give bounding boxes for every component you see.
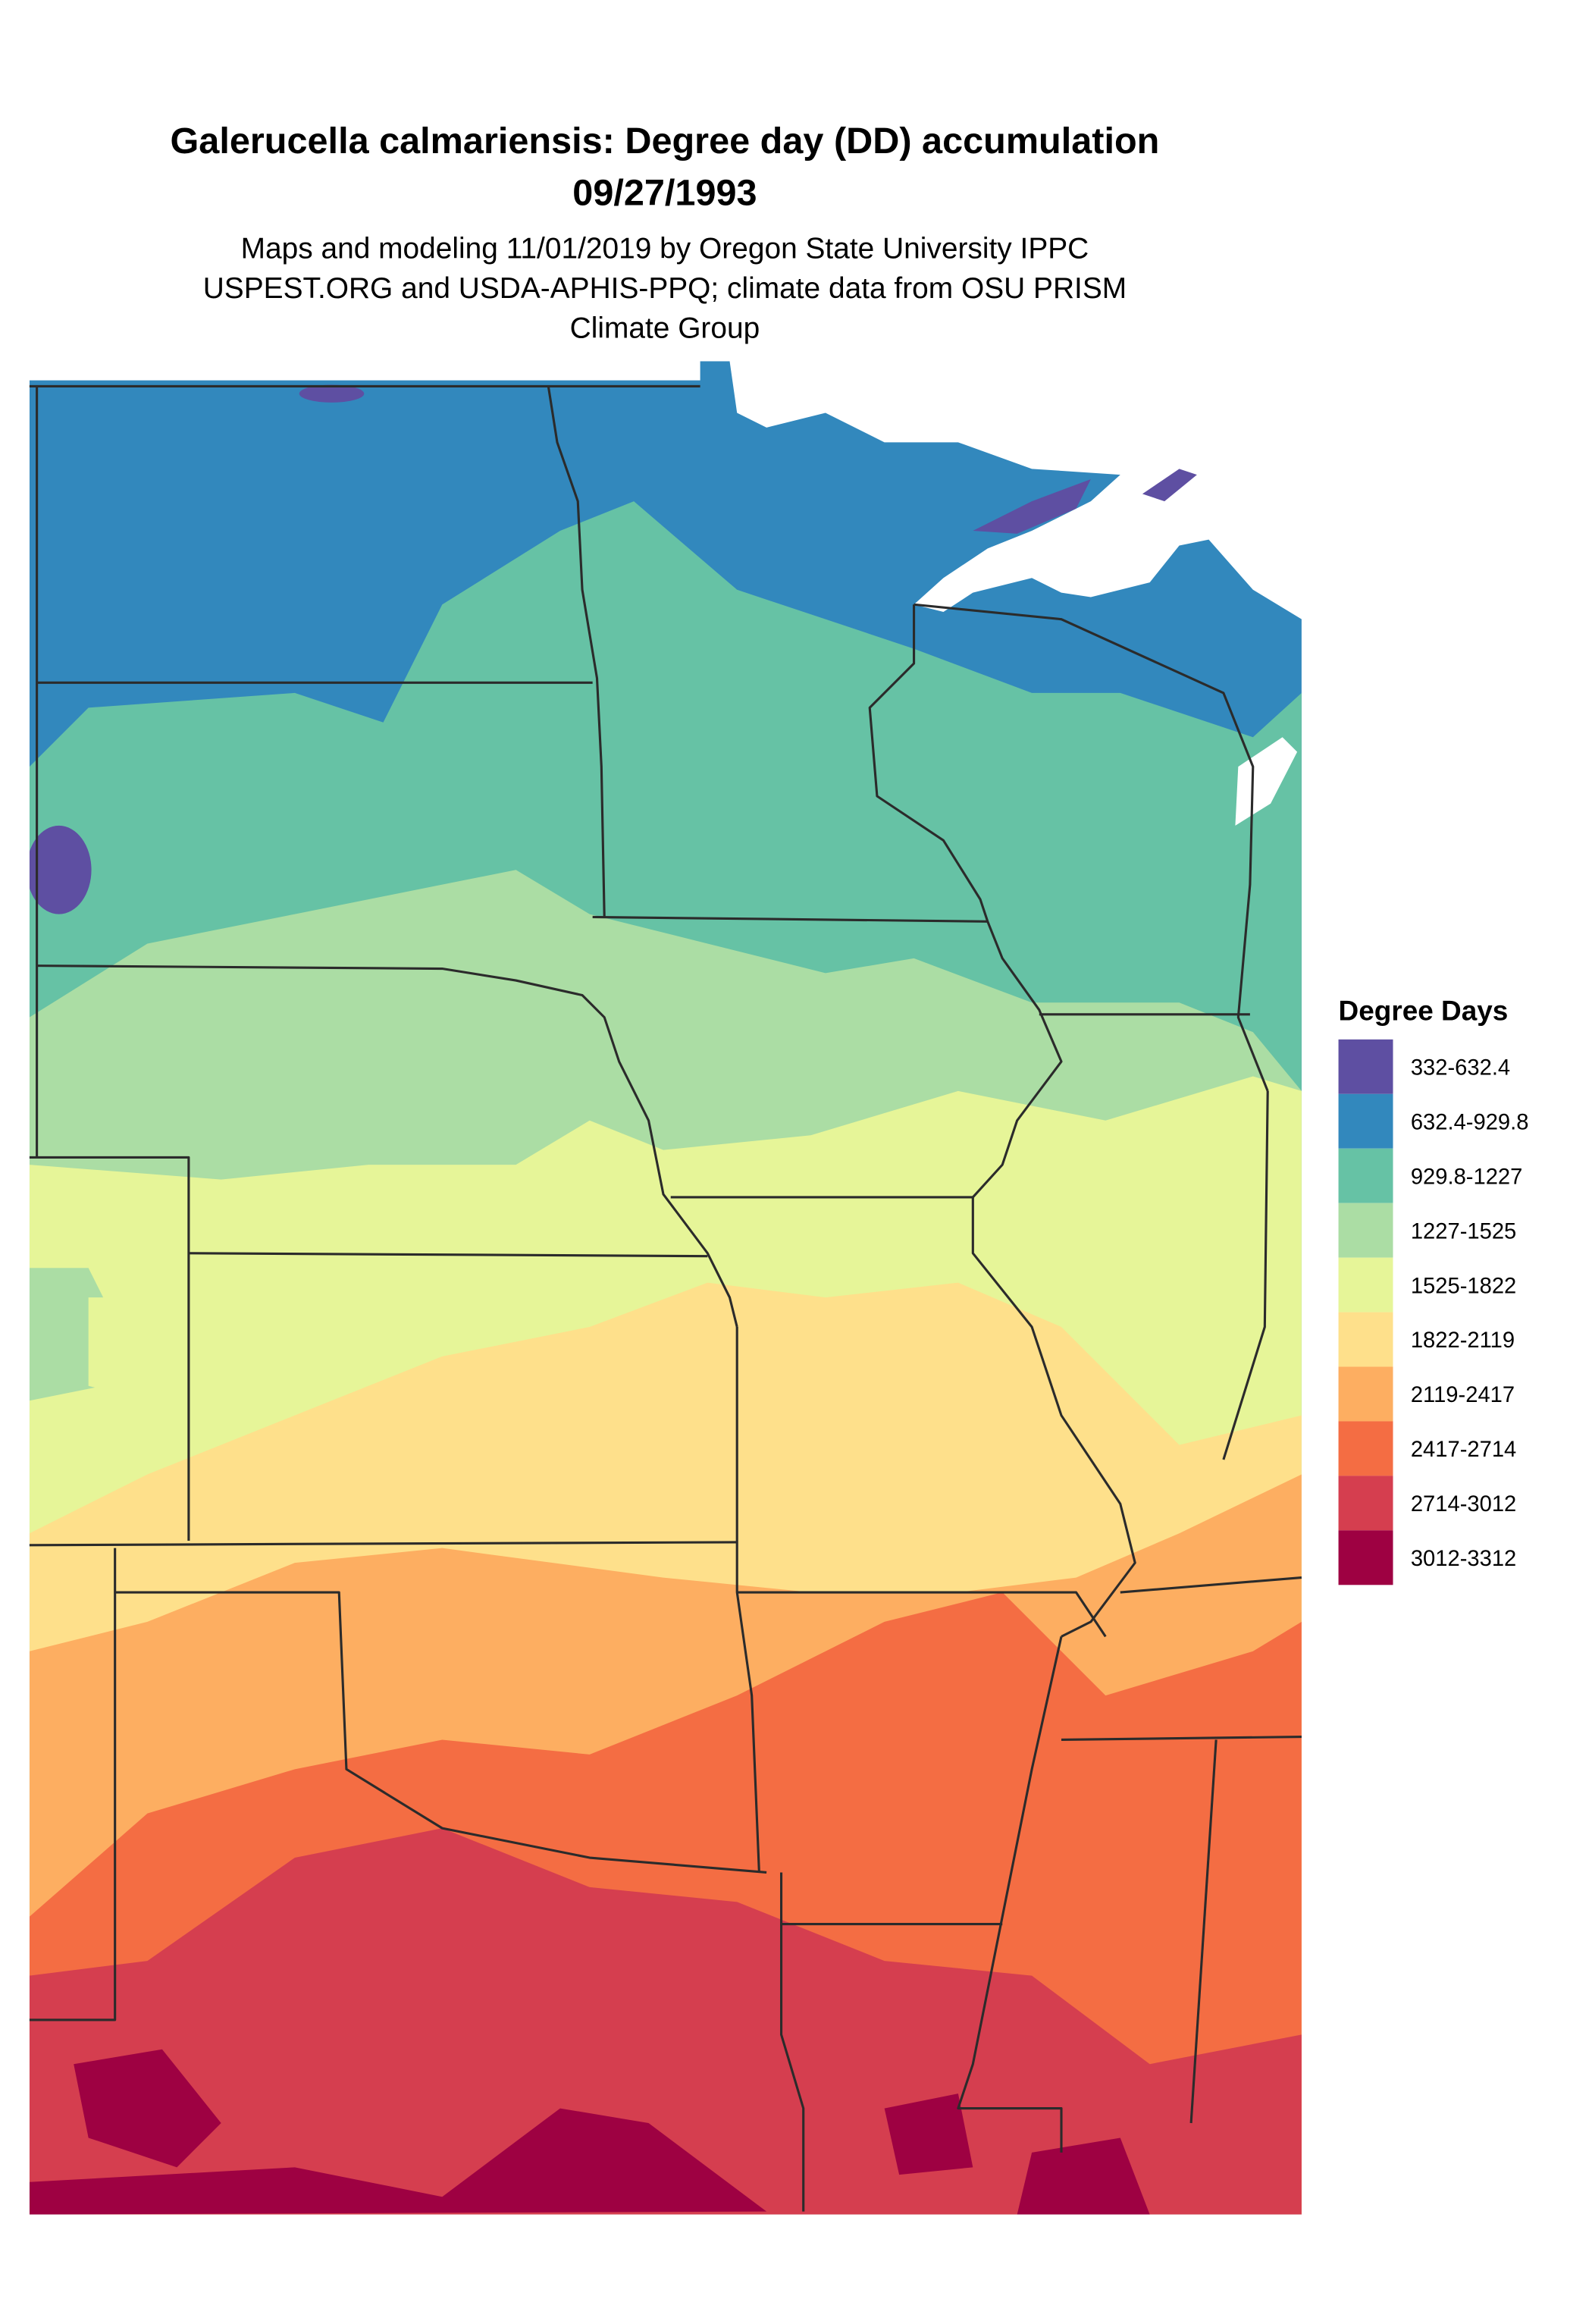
state-border bbox=[29, 1548, 117, 2021]
state-border bbox=[914, 603, 1269, 1092]
legend-swatch bbox=[1338, 1203, 1393, 1258]
dd-zone bbox=[29, 1828, 1302, 2215]
legend-label: 2417-2714 bbox=[1411, 1438, 1516, 1462]
state-border bbox=[188, 1252, 708, 1258]
dd-zone bbox=[1142, 469, 1197, 502]
legend-swatch bbox=[1338, 1530, 1393, 1585]
state-border bbox=[592, 915, 988, 923]
state-border bbox=[957, 1636, 1063, 2153]
legend-label: 632.4-929.8 bbox=[1411, 1110, 1529, 1134]
state-border bbox=[1061, 1736, 1302, 1742]
legend-label: 929.8-1227 bbox=[1411, 1165, 1523, 1189]
state-border bbox=[29, 1156, 190, 1541]
legend-label: 1525-1822 bbox=[1411, 1274, 1516, 1298]
state-border bbox=[547, 386, 606, 917]
legend-swatch bbox=[1338, 1366, 1393, 1422]
dd-zone bbox=[299, 384, 365, 403]
legend-swatch bbox=[1338, 1257, 1393, 1313]
state-border bbox=[779, 1872, 805, 2212]
state-border bbox=[114, 1591, 767, 1874]
legend-label: 3012-3312 bbox=[1411, 1547, 1516, 1571]
state-border bbox=[36, 964, 738, 1328]
dd-zone bbox=[884, 2093, 973, 2175]
dd-zone bbox=[973, 478, 1091, 534]
map-date: 09/27/1993 bbox=[572, 172, 757, 213]
state-border bbox=[29, 1541, 738, 1547]
state-border bbox=[737, 1591, 1107, 1638]
legend-swatch bbox=[1338, 1039, 1393, 1094]
legend-label: 2714-3012 bbox=[1411, 1492, 1516, 1516]
legend-label: 1822-2119 bbox=[1411, 1328, 1515, 1353]
legend-swatch bbox=[1338, 1421, 1393, 1476]
state-border bbox=[1222, 1090, 1269, 1460]
state-border bbox=[735, 1327, 760, 1873]
dd-zone bbox=[29, 2108, 767, 2215]
legend-label: 2119-2417 bbox=[1411, 1383, 1515, 1407]
legend-label: 1227-1525 bbox=[1411, 1219, 1516, 1244]
state-border bbox=[1189, 1739, 1218, 2124]
dd-zone bbox=[74, 2049, 221, 2168]
legend-swatch bbox=[1338, 1148, 1393, 1203]
state-border bbox=[868, 604, 1136, 1638]
map-subtitle: USPEST.ORG and USDA-APHIS-PPQ; climate d… bbox=[203, 272, 1127, 305]
legend-swatch bbox=[1338, 1476, 1393, 1531]
legend-label: 332-632.4 bbox=[1411, 1056, 1510, 1080]
map-subtitle: Climate Group bbox=[570, 312, 760, 344]
state-borders bbox=[29, 384, 1302, 2212]
legend: 332-632.4 632.4-929.8 929.8-1227 1227-1525 1… bbox=[1338, 1039, 1529, 1585]
map-title: Galerucella calmariensis: Degree day (DD… bbox=[171, 121, 1160, 162]
state-border bbox=[1120, 1576, 1302, 1594]
legend-title: Degree Days bbox=[1339, 996, 1509, 1027]
legend-swatch bbox=[1338, 1093, 1393, 1149]
dd-zone bbox=[88, 1297, 207, 1401]
dd-zone bbox=[29, 825, 92, 914]
map-subtitle: Maps and modeling 11/01/2019 by Oregon S… bbox=[241, 232, 1089, 265]
legend-swatch bbox=[1338, 1312, 1393, 1367]
degree-day-raster bbox=[29, 361, 1302, 2215]
dd-zone bbox=[1017, 2137, 1150, 2215]
